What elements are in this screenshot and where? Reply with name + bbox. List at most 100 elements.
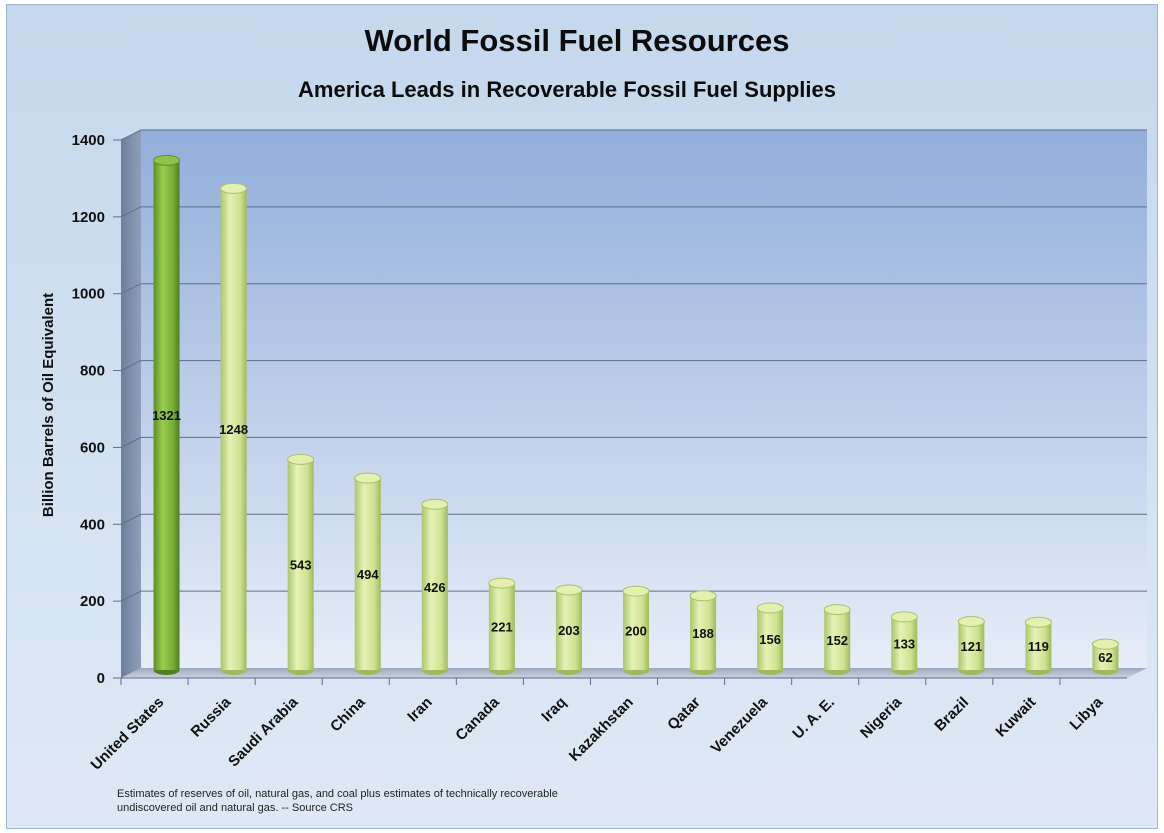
y-axis-title: Billion Barrels of Oil Equivalent [40,293,57,517]
data-label: 543 [290,558,312,573]
bar-canada: 221 [488,577,516,675]
x-tick-label: Kuwait [992,694,1039,741]
bar-body [354,478,381,670]
bar-cap [823,604,851,616]
data-label: 203 [558,623,580,638]
x-tick-label: United States [88,694,168,774]
x-tick-label: Iran [404,694,435,725]
bar-iran: 426 [421,498,449,675]
bar-saudi-arabia: 543 [287,453,315,675]
bar-cap [1024,616,1052,628]
bars: 1321 1248 543 494 426 221 203 200 188 156 152 133 12… [152,154,1119,675]
bar-cap [488,577,516,589]
bar-cap [153,154,181,166]
bar-iraq: 203 [555,584,583,675]
bar-cap [220,182,248,194]
bar-cap [890,611,918,623]
bar-russia: 1248 [219,182,248,675]
y-tick-label-3: 600 [80,439,105,456]
gridline [120,129,1147,141]
data-label: 119 [1028,639,1049,654]
x-tick-label: Canada [452,693,503,744]
chart-frame: World Fossil Fuel Resources America Lead… [6,4,1158,829]
gridline [120,513,1147,525]
bar-china: 494 [354,472,382,675]
bar-body [153,160,180,670]
plot-side-wall [121,130,141,678]
data-label: 156 [759,632,781,647]
y-tick-label-4: 800 [80,363,105,380]
bar-cap [957,616,985,628]
data-label: 494 [357,567,379,582]
gridlines [120,129,1147,602]
bar-cap [1091,638,1119,650]
y-tick-label-6: 1200 [72,209,105,226]
data-label: 62 [1098,650,1112,665]
bar-nigeria: 133 [890,611,918,675]
bar-body [958,621,985,670]
bar-brazil: 121 [957,616,985,675]
data-label: 221 [491,620,513,635]
bar-body [287,459,314,670]
x-tick-label: Qatar [664,694,704,734]
y-tick-label-0: 0 [97,670,105,687]
gridline [120,590,1147,602]
data-label: 200 [625,624,647,639]
data-label: 152 [826,633,848,648]
bar-cap [421,498,449,510]
gridline [120,360,1147,372]
x-tick-label: Iraq [538,694,569,725]
data-label: 426 [424,580,446,595]
bar-body [421,504,448,670]
bar-body [891,616,918,670]
bar-body [757,608,784,670]
chart-canvas: World Fossil Fuel Resources America Lead… [40,23,1147,814]
chart-title: World Fossil Fuel Resources [365,23,790,58]
bar-body [488,583,515,670]
gridline [120,283,1147,295]
bar-qatar: 188 [689,590,717,675]
bar-cap [287,453,315,465]
bar-libya: 62 [1091,638,1119,675]
y-tick-label-2: 400 [80,516,105,533]
bar-cap [689,590,717,602]
data-label: 188 [692,626,714,641]
y-tick-label-7: 1400 [72,132,105,149]
bar-kuwait: 119 [1024,616,1052,675]
bar-united-states: 1321 [152,154,181,675]
bar-body [623,591,649,670]
bar-venezuela: 156 [756,602,784,675]
x-tick-label: Brazil [931,694,972,735]
y-tick-label-1: 200 [80,593,105,610]
x-tick-label: Libya [1067,693,1107,733]
x-tick-label: China [327,693,369,735]
y-axis-ticks: 0 200 400 600 800 1000 1200 1400 [72,132,121,687]
y-tick-label-5: 1000 [72,286,105,303]
gridline [120,436,1147,448]
x-tick-label: Nigeria [857,693,905,741]
x-tick-label: Kazakhstan [566,694,637,765]
chart-subtitle: America Leads in Recoverable Fossil Fuel… [298,77,836,102]
data-label: 1248 [219,422,248,437]
bar-kazakhstan: 200 [622,585,650,675]
x-tick-label: Saudi Arabia [225,693,302,770]
bar-body [220,188,247,670]
bar-body [690,595,717,670]
bar-body [555,589,582,670]
bar-cap [622,585,650,597]
bar-body [1025,622,1052,670]
bar-cap [354,472,382,484]
x-tick-label: Russia [188,693,235,740]
footnote-line-2: undiscovered oil and natural gas. -- Sou… [117,802,353,814]
bar-body [824,609,851,670]
data-label: 1321 [152,408,181,423]
data-label: 133 [893,636,915,651]
data-label: 121 [960,639,982,654]
bar-cap [555,584,583,596]
x-tick-label: U. A. E. [789,694,838,743]
gridline [120,206,1147,218]
bar-u-a-e: 152 [823,604,851,675]
x-tick-label: Venezuela [708,693,772,757]
bar-cap [756,602,784,614]
